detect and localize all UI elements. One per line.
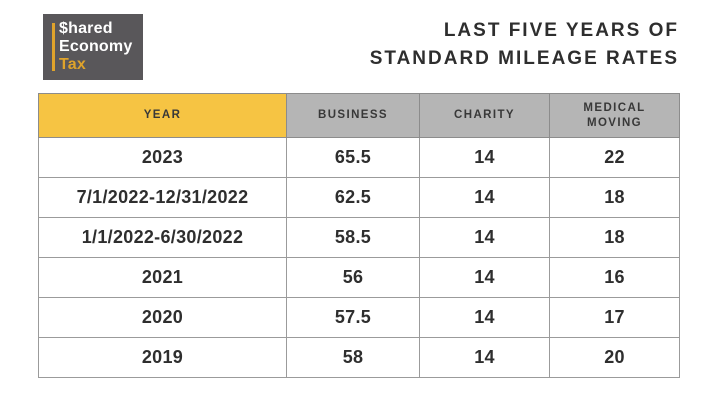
table-row: 2021 56 14 16 <box>38 257 680 298</box>
year-cell: 1/1/2022-6/30/2022 <box>38 217 287 258</box>
charity-rate-cell: 14 <box>419 177 550 218</box>
header-cell-medical-moving: MEDICAL MOVING <box>549 93 680 138</box>
year-cell: 2021 <box>38 257 287 298</box>
header-cell-charity: CHARITY <box>419 93 550 138</box>
business-rate-cell: 56 <box>286 257 420 298</box>
title-line-1: LAST FIVE YEARS OF <box>443 20 679 41</box>
year-cell: 7/1/2022-12/31/2022 <box>38 177 287 218</box>
header-row: YEAR BUSINESS CHARITY MEDICAL MOVING <box>38 93 680 138</box>
header-cell-business: BUSINESS <box>286 93 420 138</box>
header-cell-year: YEAR <box>38 93 287 138</box>
medical-moving-rate-cell: 16 <box>549 257 680 298</box>
table-row: 2019 58 14 20 <box>38 337 680 378</box>
medical-moving-rate-cell: 18 <box>549 177 680 218</box>
logo-line-economy: Economy <box>59 38 133 55</box>
logo-line-shared: $hared <box>59 20 113 37</box>
charity-rate-cell: 14 <box>419 137 550 178</box>
charity-rate-cell: 14 <box>419 257 550 298</box>
medical-moving-rate-cell: 20 <box>549 337 680 378</box>
business-rate-cell: 65.5 <box>286 137 420 178</box>
title-line-2: STANDARD MILEAGE RATES <box>369 48 679 69</box>
table-row: 2023 65.5 14 22 <box>38 137 680 178</box>
logo-accent-bar <box>52 23 55 71</box>
logo-line-tax: Tax <box>59 56 86 73</box>
year-cell: 2020 <box>38 297 287 338</box>
medical-moving-rate-cell: 18 <box>549 217 680 258</box>
medical-moving-rate-cell: 17 <box>549 297 680 338</box>
charity-rate-cell: 14 <box>419 217 550 258</box>
year-cell: 2019 <box>38 337 287 378</box>
year-cell: 2023 <box>38 137 287 178</box>
charity-rate-cell: 14 <box>419 337 550 378</box>
business-rate-cell: 62.5 <box>286 177 420 218</box>
table-row: 1/1/2022-6/30/2022 58.5 14 18 <box>38 217 680 258</box>
shared-economy-tax-logo: $hared Economy Tax <box>43 14 143 80</box>
charity-rate-cell: 14 <box>419 297 550 338</box>
table-row: 2020 57.5 14 17 <box>38 297 680 338</box>
business-rate-cell: 58 <box>286 337 420 378</box>
mileage-rates-table: YEAR BUSINESS CHARITY MEDICAL MOVING 202… <box>38 93 680 378</box>
page-title: LAST FIVE YEARS OF STANDARD MILEAGE RATE… <box>370 17 679 73</box>
table-row: 7/1/2022-12/31/2022 62.5 14 18 <box>38 177 680 218</box>
business-rate-cell: 58.5 <box>286 217 420 258</box>
business-rate-cell: 57.5 <box>286 297 420 338</box>
medical-moving-rate-cell: 22 <box>549 137 680 178</box>
